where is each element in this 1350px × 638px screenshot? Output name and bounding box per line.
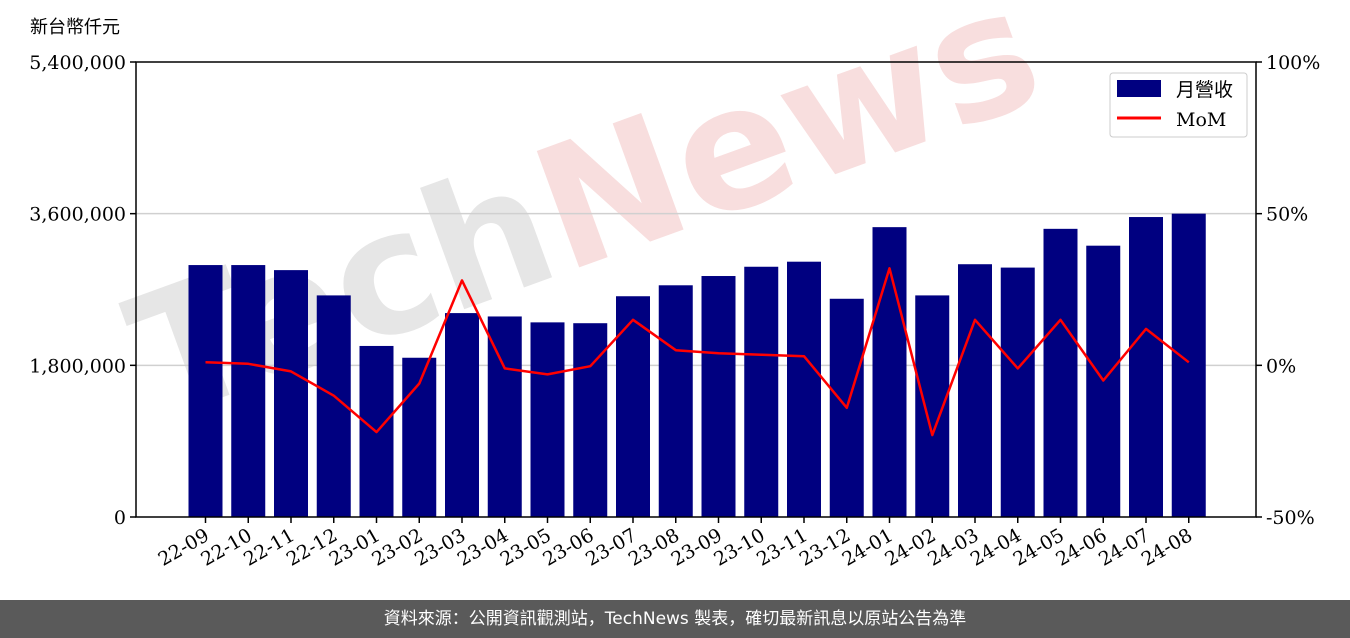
legend-label-revenue: 月營收 xyxy=(1176,79,1233,101)
y-tick-label: 3,600,000 xyxy=(29,204,126,226)
y-tick-label: 0 xyxy=(114,507,126,529)
revenue-bar xyxy=(274,270,308,517)
x-axis: 22-0922-1022-1122-1223-0123-0223-0323-04… xyxy=(155,517,1196,571)
revenue-bar xyxy=(744,266,779,517)
y2-tick-label: 100% xyxy=(1266,52,1320,74)
revenue-bar xyxy=(445,313,479,517)
right-y-axis: -50% 0% 50% 100% xyxy=(1256,52,1320,529)
bar-series xyxy=(188,213,1206,518)
mom-line-series xyxy=(205,267,1190,437)
legend-swatch-revenue xyxy=(1117,80,1161,97)
mom-line xyxy=(205,267,1190,437)
source-footer: 資料來源：公開資訊觀測站，TechNews 製表，確切最新訊息以原站公告為準 xyxy=(0,600,1350,638)
x-tick-label: 24-08 xyxy=(1138,524,1196,570)
revenue-bar xyxy=(872,227,907,518)
plot-frame xyxy=(135,61,1257,518)
revenue-bar xyxy=(787,261,821,517)
revenue-bar xyxy=(1043,228,1078,518)
y2-tick-label: -50% xyxy=(1266,507,1315,529)
y-axis-label: 新台幣仟元 xyxy=(30,17,120,38)
revenue-bar xyxy=(701,276,736,517)
revenue-bar xyxy=(231,265,266,517)
legend: 月營收 MoM xyxy=(1109,72,1248,138)
y2-tick-label: 0% xyxy=(1266,355,1296,377)
revenue-bar xyxy=(1000,267,1035,517)
revenue-bar xyxy=(958,264,992,517)
revenue-bar xyxy=(487,316,522,517)
revenue-bar xyxy=(1171,213,1206,517)
y2-tick-label: 50% xyxy=(1266,204,1308,226)
legend-label-mom: MoM xyxy=(1176,109,1226,131)
y-tick-label: 5,400,000 xyxy=(29,52,126,74)
revenue-bar xyxy=(658,285,693,517)
revenue-bar xyxy=(188,265,223,517)
y-tick-label: 1,800,000 xyxy=(29,355,126,377)
revenue-bar xyxy=(1129,217,1163,517)
left-y-axis: 0 1,800,000 3,600,000 5,400,000 xyxy=(29,52,136,529)
revenue-bar xyxy=(530,322,565,517)
